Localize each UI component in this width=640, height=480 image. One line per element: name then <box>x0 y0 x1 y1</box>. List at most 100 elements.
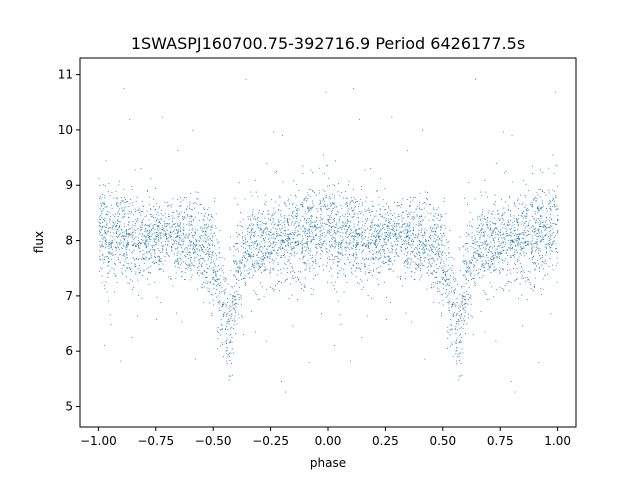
data-point <box>432 251 434 252</box>
data-point <box>376 190 378 191</box>
data-point <box>394 201 396 203</box>
data-point <box>378 204 380 206</box>
data-point <box>260 224 262 226</box>
data-point <box>184 279 186 280</box>
data-point <box>210 233 212 234</box>
data-point <box>476 241 478 243</box>
data-point <box>522 270 524 272</box>
data-point <box>278 247 280 249</box>
data-point <box>395 235 397 237</box>
data-point <box>366 219 368 221</box>
data-point <box>270 232 272 233</box>
data-point <box>281 135 283 137</box>
data-point <box>438 253 440 255</box>
data-point <box>526 212 528 214</box>
data-point <box>238 317 240 319</box>
data-point <box>536 218 538 220</box>
data-point <box>410 271 412 273</box>
data-point <box>516 278 517 280</box>
data-point <box>158 206 160 208</box>
data-point <box>208 220 210 221</box>
data-point <box>312 235 314 237</box>
data-point <box>216 271 218 272</box>
data-point <box>415 234 416 236</box>
data-point <box>264 246 265 248</box>
data-point <box>391 116 393 118</box>
data-point <box>389 268 391 270</box>
data-point <box>514 220 515 222</box>
data-point <box>387 235 389 236</box>
data-point <box>408 212 410 214</box>
data-point <box>140 226 142 228</box>
data-point <box>474 235 476 237</box>
data-point <box>204 237 206 239</box>
data-point <box>343 215 345 217</box>
data-point <box>304 198 306 199</box>
data-point <box>456 340 457 342</box>
data-point <box>137 279 139 281</box>
data-point <box>447 348 448 349</box>
data-point <box>149 241 151 243</box>
data-point <box>456 350 458 351</box>
data-point <box>295 232 297 234</box>
data-point <box>376 231 377 233</box>
data-point <box>217 302 219 303</box>
data-point <box>240 212 241 214</box>
data-point <box>281 248 283 249</box>
data-point <box>218 303 220 305</box>
data-point <box>191 215 193 217</box>
data-point <box>540 230 542 232</box>
data-point <box>110 235 112 237</box>
data-point <box>138 242 140 244</box>
data-point <box>395 233 397 235</box>
data-point <box>549 242 551 244</box>
data-point <box>171 231 173 233</box>
data-point <box>294 255 296 257</box>
data-point <box>557 220 559 222</box>
data-point <box>291 277 293 279</box>
data-point <box>207 287 209 289</box>
data-point <box>243 247 244 249</box>
data-point <box>509 269 511 271</box>
data-point <box>503 219 504 221</box>
data-point <box>278 221 280 223</box>
data-point <box>238 268 240 269</box>
data-point <box>331 227 333 229</box>
data-point <box>134 208 136 210</box>
data-point <box>536 200 537 202</box>
data-point <box>357 236 359 238</box>
data-point <box>484 215 485 217</box>
data-point <box>337 264 339 266</box>
data-point <box>531 226 533 228</box>
data-point <box>438 220 440 221</box>
data-point <box>225 326 227 327</box>
data-point <box>441 240 443 242</box>
data-point <box>549 246 550 248</box>
data-point <box>481 213 483 215</box>
data-point <box>526 253 527 254</box>
data-point <box>204 271 206 272</box>
data-point <box>507 219 509 221</box>
data-point <box>454 341 456 343</box>
data-point <box>192 235 193 237</box>
data-point <box>265 234 267 235</box>
data-point <box>250 257 252 259</box>
data-point <box>134 169 136 171</box>
data-point <box>532 238 534 240</box>
data-point <box>503 249 504 251</box>
data-point <box>233 245 234 247</box>
data-point <box>171 247 173 249</box>
data-point <box>355 257 357 258</box>
data-point <box>402 226 403 228</box>
data-point <box>546 263 548 265</box>
data-point <box>557 214 559 216</box>
data-point <box>533 255 535 257</box>
data-point <box>141 236 143 237</box>
data-point <box>557 231 559 233</box>
data-point <box>331 217 332 219</box>
data-point <box>251 223 253 225</box>
data-point <box>112 254 114 256</box>
data-point <box>389 261 390 263</box>
data-point <box>432 246 434 248</box>
data-point <box>378 230 380 232</box>
